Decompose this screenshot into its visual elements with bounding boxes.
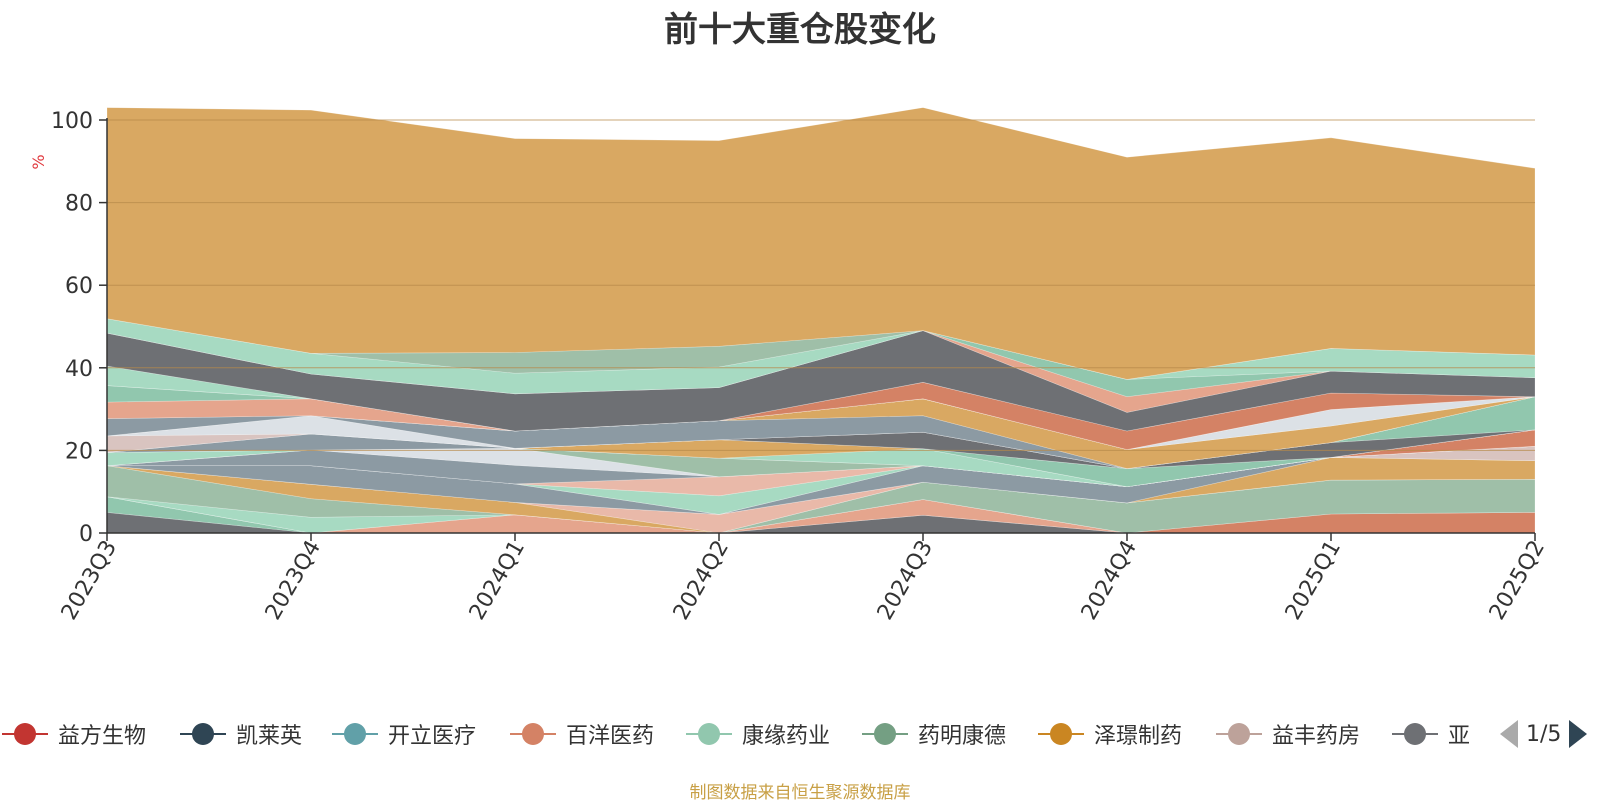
legend: 益方生物 凯莱英 开立医疗 百洋医药 康缘药业 药明康德 泽璟制药 益丰药房 亚虹医药 <box>0 716 1470 752</box>
x-tick-label-1: 2023Q4 <box>261 536 326 624</box>
legend-item-8[interactable]: 亚虹医药 <box>1390 716 1470 752</box>
y-tick-label-3: 60 <box>65 274 93 299</box>
legend-pager: 1/5 <box>1500 716 1588 752</box>
x-tick-label-7: 2025Q2 <box>1485 536 1550 624</box>
legend-page-indicator: 1/5 <box>1526 721 1562 747</box>
legend-item-5[interactable]: 药明康德 <box>860 716 1006 752</box>
legend-marker-icon <box>180 723 226 745</box>
legend-label: 泽璟制药 <box>1094 724 1183 749</box>
y-tick-label-4: 80 <box>65 192 93 217</box>
stacked-area-chart: 0 20 40 60 80 100 2023Q3 2023Q4 2024Q1 2024Q2 2024… <box>29 107 1550 624</box>
legend-marker-icon <box>2 723 48 745</box>
legend-label: 亚虹医药 <box>1448 724 1470 749</box>
legend-label: 开立医疗 <box>388 724 477 749</box>
x-tick-label-0: 2023Q3 <box>57 536 122 624</box>
legend-item-1[interactable]: 凯莱英 <box>178 716 302 752</box>
legend-item-3[interactable]: 百洋医药 <box>508 716 654 752</box>
x-tick-label-4: 2024Q3 <box>873 536 938 624</box>
legend-item-7[interactable]: 益丰药房 <box>1214 716 1360 752</box>
x-tick-label-3: 2024Q2 <box>669 536 734 624</box>
legend-label: 益丰药房 <box>1272 724 1361 749</box>
legend-label: 百洋医药 <box>566 724 655 749</box>
legend-item-2[interactable]: 开立医疗 <box>330 716 476 752</box>
legend-marker-icon <box>1392 723 1438 745</box>
y-tick-label-2: 40 <box>65 357 93 382</box>
legend-marker-icon <box>332 723 378 745</box>
legend-item-6[interactable]: 泽璟制药 <box>1036 716 1182 752</box>
legend-item-0[interactable]: 益方生物 <box>0 716 146 752</box>
chart-title: 前十大重仓股变化 <box>664 10 936 50</box>
data-source-note: 制图数据来自恒生聚源数据库 <box>689 783 911 803</box>
area-series-36 <box>106 318 1536 395</box>
legend-marker-icon <box>510 723 556 745</box>
area-series-5 <box>106 465 1536 534</box>
y-tick-label-5: 100 <box>51 109 93 134</box>
area-series-38 <box>106 107 1536 380</box>
x-tick-label-5: 2024Q4 <box>1077 536 1142 624</box>
area-series-group <box>106 107 1536 534</box>
legend-prev-page-button[interactable] <box>1500 720 1518 748</box>
y-tick-label-0: 0 <box>79 522 93 547</box>
grid-lines <box>107 119 1535 451</box>
legend-next-page-button[interactable] <box>1569 720 1588 748</box>
legend-item-4[interactable]: 康缘药业 <box>684 716 830 752</box>
y-axis-label: % <box>29 154 48 169</box>
legend-label: 益方生物 <box>58 724 147 749</box>
legend-label: 药明康德 <box>918 724 1007 749</box>
x-tick-label-6: 2025Q1 <box>1281 536 1346 624</box>
legend-label: 康缘药业 <box>742 724 831 749</box>
legend-marker-icon <box>862 723 908 745</box>
area-series-3 <box>106 496 1536 534</box>
y-tick-label-1: 20 <box>65 439 93 464</box>
legend-marker-icon <box>686 723 732 745</box>
x-tick-label-2: 2024Q1 <box>465 536 530 624</box>
legend-label: 凯莱英 <box>236 724 303 749</box>
legend-marker-icon <box>1038 723 1084 745</box>
legend-marker-icon <box>1216 723 1262 745</box>
